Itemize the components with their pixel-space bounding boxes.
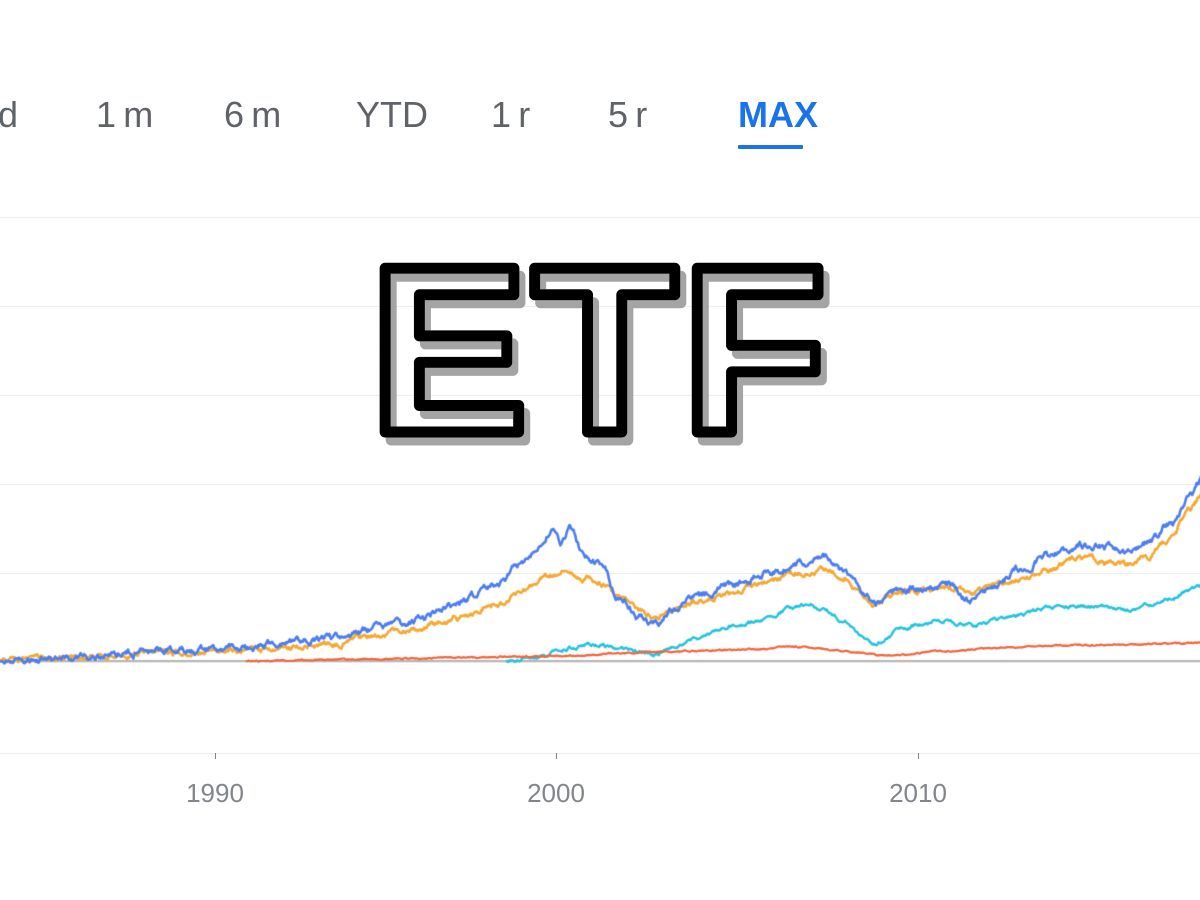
svg-text:ETF: ETF xyxy=(369,240,831,460)
